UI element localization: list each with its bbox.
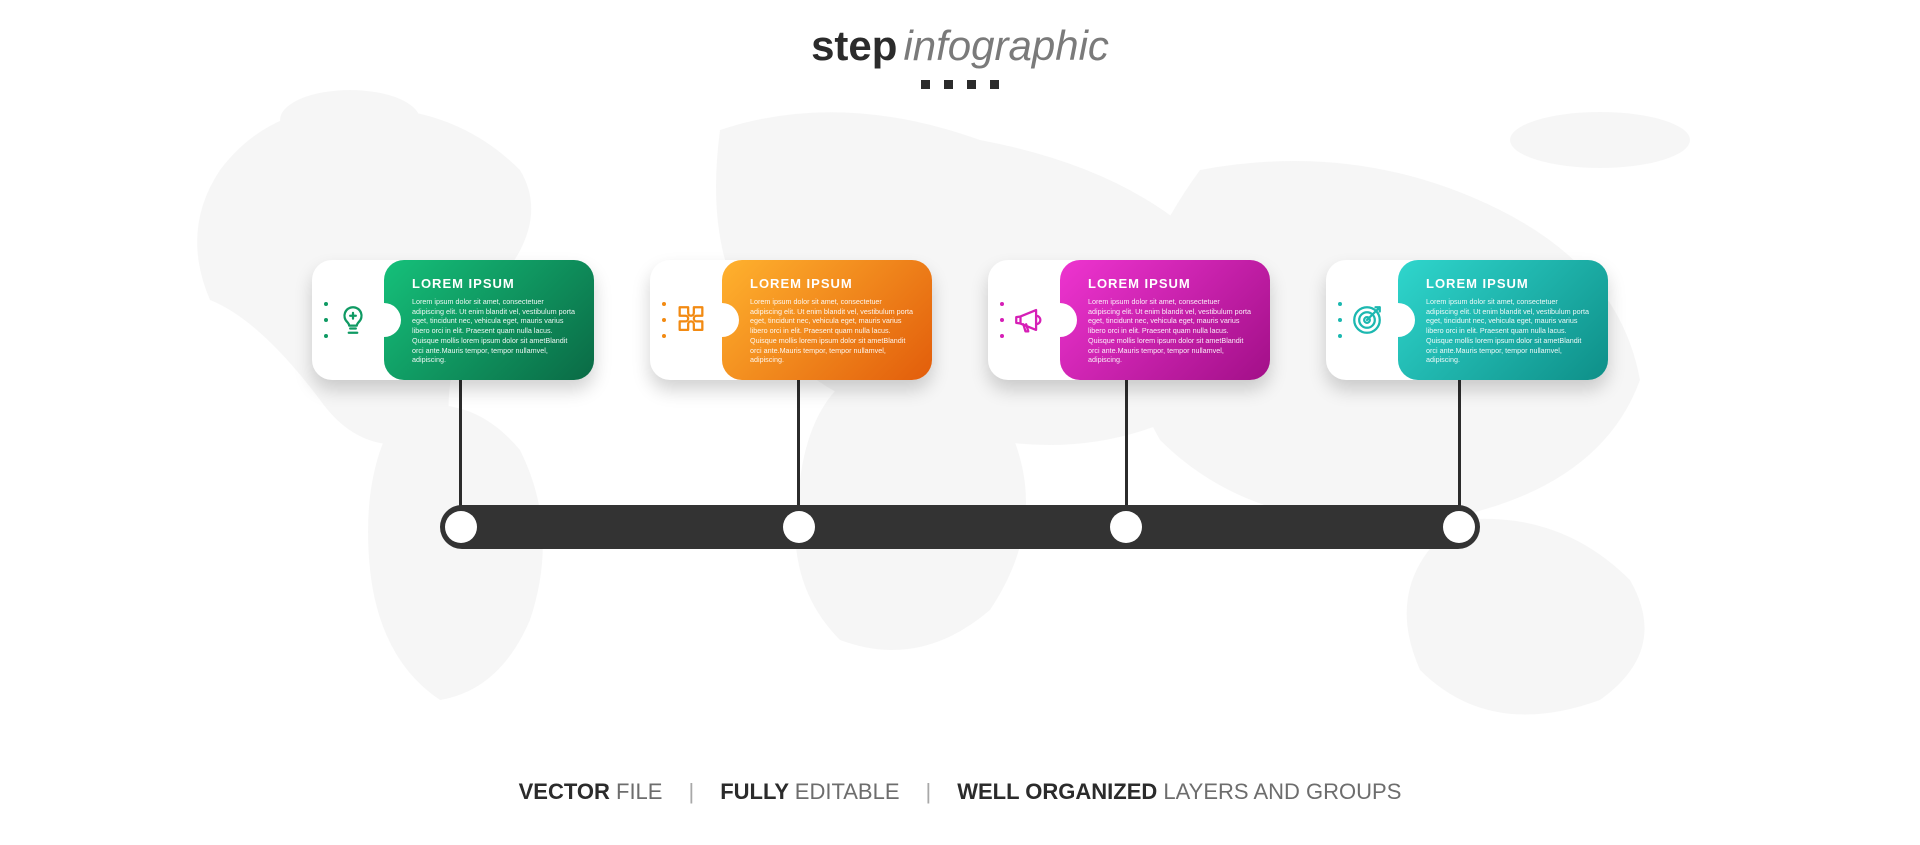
timeline-bar (440, 505, 1480, 549)
step-body: Lorem ipsum dolor sit amet, consectetuer… (750, 297, 914, 365)
step-color-panel: LOREM IPSUM Lorem ipsum dolor sit amet, c… (1060, 260, 1270, 380)
footer-item-bold: FULLY (720, 779, 795, 804)
title-thin: infographic (903, 22, 1108, 69)
step-card-2: LOREM IPSUM Lorem ipsum dolor sit amet, c… (650, 260, 932, 380)
timeline-node-2 (783, 511, 815, 543)
step-card-4: LOREM IPSUM Lorem ipsum dolor sit amet, c… (1326, 260, 1608, 380)
step-mini-dots (1000, 302, 1004, 338)
step-color-panel: LOREM IPSUM Lorem ipsum dolor sit amet, c… (384, 260, 594, 380)
step-mini-dots (324, 302, 328, 338)
footer-item-light: FILE (616, 779, 662, 804)
step-body: Lorem ipsum dolor sit amet, consectetuer… (1426, 297, 1590, 365)
footer-separator: | (926, 779, 932, 804)
footer-item-light: EDITABLE (795, 779, 900, 804)
step-heading: LOREM IPSUM (1426, 276, 1590, 291)
page-title: stepinfographic (0, 22, 1920, 94)
footer-separator: | (688, 779, 694, 804)
step-body: Lorem ipsum dolor sit amet, consectetuer… (1088, 297, 1252, 365)
step-body: Lorem ipsum dolor sit amet, consectetuer… (412, 297, 576, 365)
footer-item-light: LAYERS AND GROUPS (1163, 779, 1401, 804)
footer-item-bold: WELL ORGANIZED (957, 779, 1163, 804)
title-bold: step (811, 22, 897, 69)
step-color-panel: LOREM IPSUM Lorem ipsum dolor sit amet, c… (722, 260, 932, 380)
timeline-node-1 (445, 511, 477, 543)
step-cards: LOREM IPSUM Lorem ipsum dolor sit amet, c… (0, 260, 1920, 380)
timeline-node-3 (1110, 511, 1142, 543)
title-dots (0, 76, 1920, 94)
step-heading: LOREM IPSUM (1088, 276, 1252, 291)
step-mini-dots (662, 302, 666, 338)
step-card-3: LOREM IPSUM Lorem ipsum dolor sit amet, c… (988, 260, 1270, 380)
footer-features: VECTOR FILE | FULLY EDITABLE | WELL ORGANIZE… (0, 779, 1920, 805)
step-card-1: LOREM IPSUM Lorem ipsum dolor sit amet, c… (312, 260, 594, 380)
world-map-background (100, 50, 1820, 750)
step-heading: LOREM IPSUM (412, 276, 576, 291)
step-heading: LOREM IPSUM (750, 276, 914, 291)
step-mini-dots (1338, 302, 1342, 338)
step-color-panel: LOREM IPSUM Lorem ipsum dolor sit amet, c… (1398, 260, 1608, 380)
footer-item-bold: VECTOR (519, 779, 616, 804)
timeline-node-4 (1443, 511, 1475, 543)
